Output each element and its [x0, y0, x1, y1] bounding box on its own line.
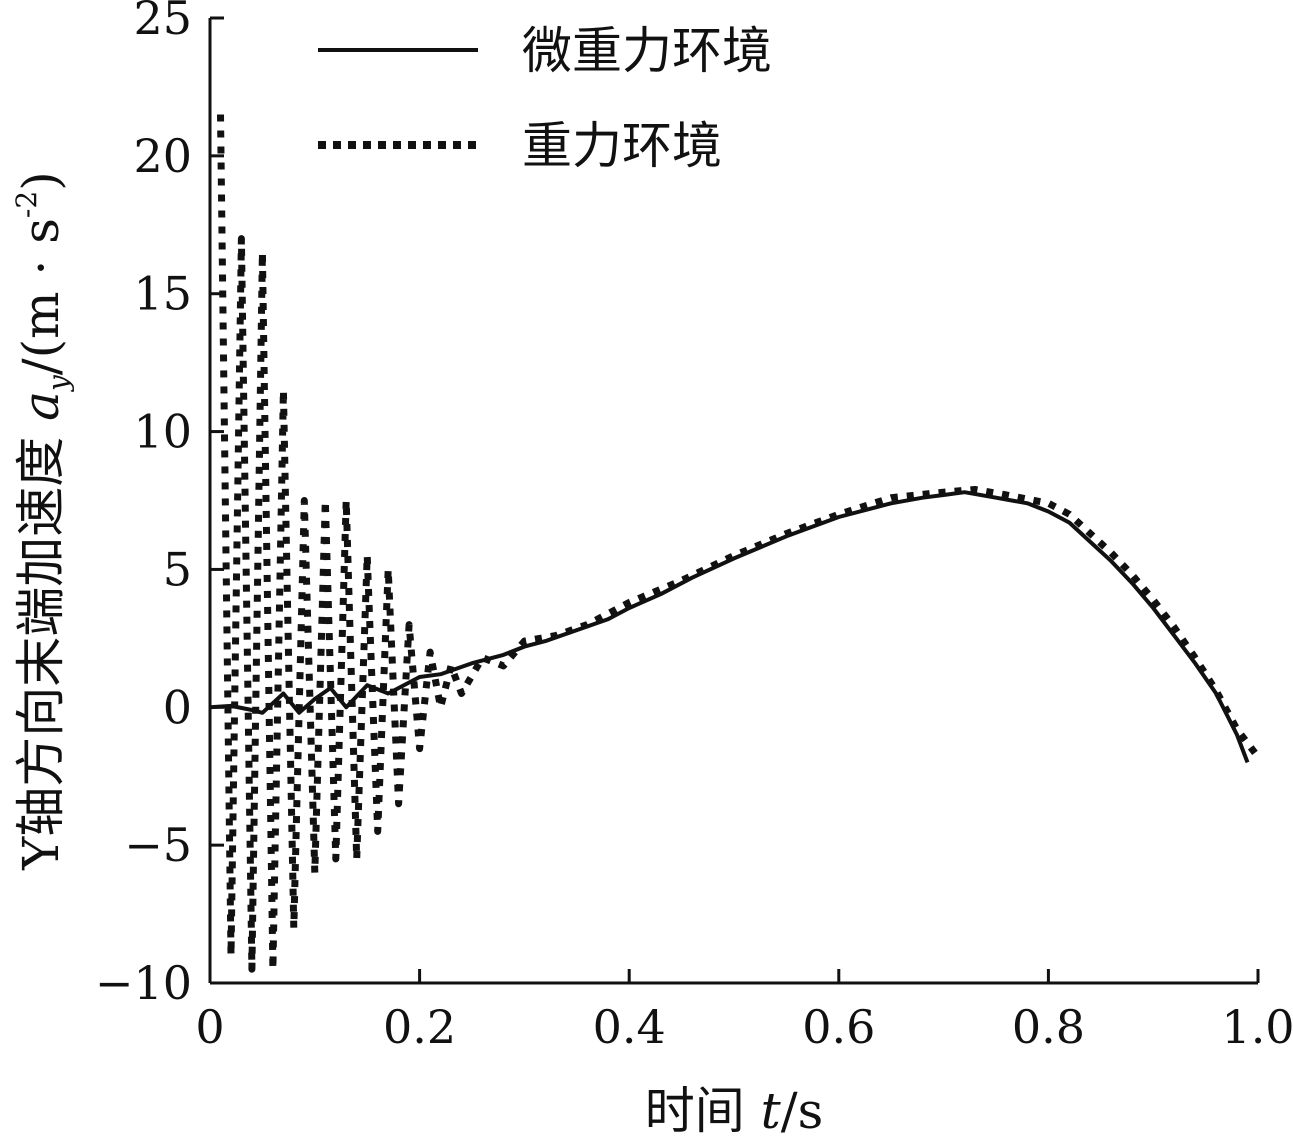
y-axis-title: Y轴方向末端加速度 ay/(m · s-2) — [10, 171, 75, 870]
series-layer — [209, 114, 1261, 973]
y-tick-label: −5 — [124, 818, 192, 872]
axes — [208, 18, 1258, 985]
y-tick-label: 25 — [133, 0, 192, 45]
legend: 微重力环境 重力环境 — [318, 22, 772, 175]
y-tick-label: 0 — [163, 680, 192, 734]
x-tick-label: 1.0 — [1221, 1000, 1293, 1054]
legend-label-gravity: 重力环境 — [522, 117, 722, 175]
y-tick-label: 15 — [133, 267, 192, 321]
x-tick-label: 0.4 — [593, 1000, 666, 1054]
y-tick-label: 10 — [133, 405, 192, 459]
x-tick-label: 0.6 — [802, 1000, 875, 1054]
series-line-gravity — [217, 114, 1261, 973]
series-line-microgravity — [209, 490, 1250, 764]
x-axis-title: 时间 t/s — [645, 1082, 824, 1140]
x-tick-label: 0.2 — [383, 1000, 456, 1054]
x-tick-label: 0.8 — [1012, 1000, 1085, 1054]
y-tick-label: −10 — [95, 956, 192, 1010]
tick-marks — [208, 16, 1260, 985]
y-tick-label: 20 — [133, 129, 192, 183]
y-tick-label: 5 — [163, 542, 192, 596]
x-tick-label: 0 — [195, 1000, 224, 1054]
legend-label-microgravity: 微重力环境 — [522, 22, 772, 80]
